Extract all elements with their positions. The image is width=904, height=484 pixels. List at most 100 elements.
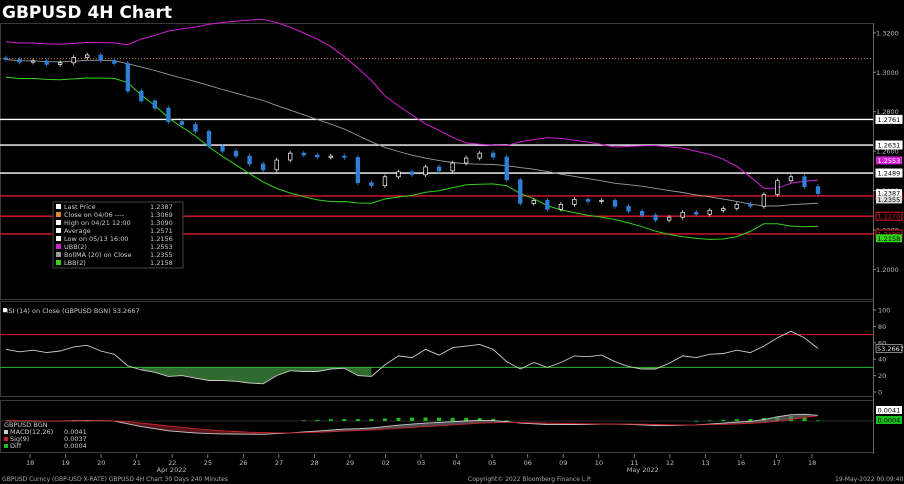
macd-diff-bar [816,420,820,422]
macd-legend-value: 0.0037 [64,435,87,443]
macd-diff-bar [734,419,739,421]
macd-legend-value: 0.0004 [64,442,87,450]
level-tag-text: 1.2489 [878,170,901,178]
macd-diff-bar [301,420,306,422]
rsi-panel: 100 80 60 40 20 0 RSI (14) on Close (GBPUSD BG… [0,307,904,397]
level-tag-box [875,211,903,221]
rsi-y-tick-label: 20 [878,372,886,380]
x-tick-label: 05 [488,459,496,467]
x-tick-label: 03 [417,459,425,467]
y-tick-label: 1.2600 [876,148,899,156]
macd-diff-bar [315,419,320,421]
macd-legend-swatch [4,430,8,434]
level-tag-box [875,168,903,178]
candle-body [572,199,577,205]
candle-body [112,60,117,64]
candle-body [3,57,9,60]
macd-legend-value: 0.0041 [64,428,87,436]
x-tick-label: 20 [97,459,105,467]
candle-body [802,176,807,187]
candle-body [328,155,333,158]
candle-body [423,166,428,176]
macd-last-tag-text: 0.0041 [878,407,901,415]
legend-label: Low on 05/13 16:00 [64,235,129,243]
candle-body [518,179,523,204]
candle-body [44,60,49,65]
legend-label: Close on 04/06 ---- [64,211,125,219]
chart-title: GBPUSD 4H Chart [2,3,172,23]
y-tick-label: 1.2800 [876,108,899,116]
candle-body [612,200,618,207]
y-tick-label: 1.3000 [876,69,899,77]
legend-label: LBB(2) [64,259,86,267]
candle-body [491,152,496,158]
macd-legend-label: MACD(12,26) [10,428,53,436]
legend-label: BollMA (20) on Close [64,251,131,259]
candle-body [788,176,794,182]
x-tick-label: 06 [524,459,532,467]
candle-body [463,157,469,164]
rsi-y-tick-label: 60 [878,339,886,347]
macd-last-tag-text: 0.0004 [878,417,901,425]
level-tag-text: 1.2761 [878,116,901,124]
candle-body [545,200,550,210]
x-tick-label: 19 [62,459,70,467]
legend-value: 1.3069 [150,211,173,219]
macd-diff-bar [694,420,699,422]
candle-body [247,155,252,165]
macd-diff-bar [355,419,360,421]
legend-value: 1.2156 [150,235,173,243]
month-label: Apr 2022 [157,466,187,474]
macd-diff-bar [423,417,428,421]
candle-body [450,162,455,172]
x-tick-label: 25 [204,459,212,467]
legend-label: UBB(2) [64,243,87,251]
rsi-last-tag-box [875,344,903,354]
candle-body [707,209,712,215]
legend-label: Average [64,227,91,235]
macd-diff-bar [464,417,469,421]
macd-diff-bar [450,417,455,421]
legend-swatch [56,204,61,209]
x-tick-label: 04 [453,459,461,467]
candle-body [694,211,699,215]
candle-body [166,107,171,122]
candle-body [680,211,685,218]
candle-body [71,57,76,64]
rsi-title: RSI (14) on Close (GBPUSD BGN) 53.2667 [4,307,140,315]
candle-body [57,62,63,65]
x-tick-label: 22 [168,459,176,467]
footer-right: 19-May-2022 00:09:40 [835,476,904,483]
legend-box [52,201,184,269]
candle-body [139,90,144,102]
candle-body [436,166,442,172]
candle-body [666,216,672,221]
macd-legend-label: Sig(9) [10,435,29,443]
price-panel: 1.32001.30001.28001.26001.24001.22001.20… [0,18,903,274]
candle-body [17,59,22,63]
macd-diff-bar [396,417,401,421]
macd-legend-swatch [4,437,8,441]
price-tag-box [876,234,902,243]
rsi-y-tick-label: 0 [878,389,882,397]
macd-diff-bar [437,417,442,421]
x-tick-label: 27 [275,459,283,467]
macd-diff-bar [802,417,807,421]
macd-diff-bar [477,418,482,421]
x-tick-label: 21 [133,459,141,467]
x-tick-label: 18 [26,459,34,467]
legend-label: Last Price [64,203,95,211]
price-tag-text: 1.2387 [878,190,901,198]
signal-line [5,415,819,434]
rsi-title-swatch [3,308,7,312]
macd-diff-bar [707,420,712,422]
macd-last-tag-box [876,416,902,424]
candle-body [748,204,753,207]
candle-body [220,145,225,152]
legend-value: 1.2571 [150,227,173,235]
y-tick-label: 1.2000 [876,266,899,274]
candle-body [342,155,347,158]
candle-body [761,194,767,207]
legend-swatch [56,212,61,217]
legend-swatch [56,236,61,241]
